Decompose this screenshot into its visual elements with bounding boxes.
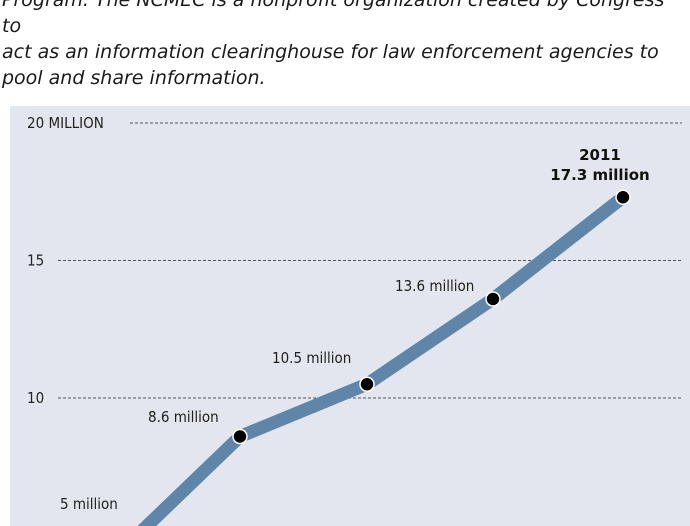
highlight-year-label: 2011	[579, 146, 621, 164]
data-point	[359, 376, 375, 392]
grid-layer: 20 MILLION 15 10	[27, 114, 682, 407]
data-label: 17.3 million	[550, 166, 649, 184]
y-tick-label: 15	[27, 252, 44, 270]
series-layer	[137, 192, 628, 526]
data-label: 8.6 million	[148, 408, 219, 426]
chart-plot-area: 20 MILLION 15 10 5 million 8.6 million 10.5 …	[10, 106, 690, 526]
points-layer	[232, 189, 631, 445]
intro-line-3: pool and share information.	[2, 67, 266, 89]
line-chart: 20 MILLION 15 10 5 million 8.6 million 10.5 …	[27, 114, 682, 526]
intro-line-1: Program. The NCMEC is a nonprofit organi…	[2, 0, 665, 37]
data-label: 10.5 million	[272, 349, 351, 367]
data-point	[232, 428, 248, 445]
y-tick-label: 10	[27, 389, 44, 407]
labels-layer: 5 million 8.6 million 10.5 million 13.6 mil…	[60, 146, 650, 513]
data-point	[615, 189, 631, 205]
data-label: 13.6 million	[395, 277, 474, 295]
intro-line-2: act as an information clearinghouse for …	[2, 41, 659, 63]
data-point	[485, 291, 501, 307]
series-line	[137, 192, 628, 526]
y-tick-label: 20 MILLION	[27, 114, 104, 132]
data-label: 5 million	[60, 495, 118, 513]
intro-text: Program. The NCMEC is a nonprofit organi…	[2, 0, 688, 91]
